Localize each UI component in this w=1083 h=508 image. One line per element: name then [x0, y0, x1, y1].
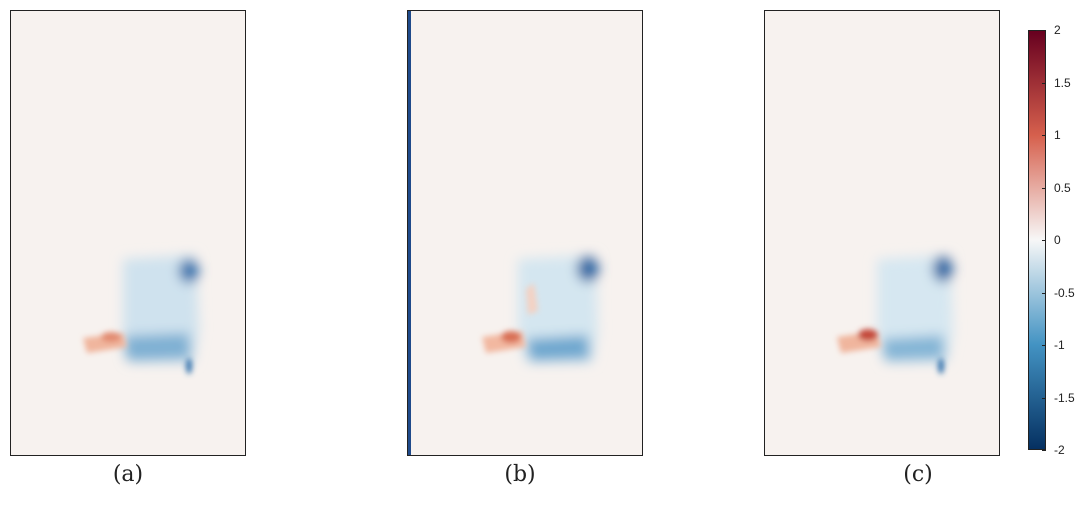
colorbar-tick — [1042, 292, 1046, 294]
background-field — [765, 11, 999, 455]
left-edge-strip — [408, 11, 411, 455]
colorbar-tick-label: -0.5 — [1054, 285, 1075, 300]
upper-right-blob — [179, 259, 199, 283]
colorbar-tick-label: 0 — [1054, 233, 1061, 247]
colorbar-tick — [1042, 397, 1046, 399]
colorbar-tick — [1042, 135, 1046, 136]
colorbar-tick — [1042, 450, 1046, 451]
upper-right-blob — [577, 256, 599, 282]
heatmap-panel-a — [10, 10, 246, 456]
upper-right-blob — [933, 256, 953, 282]
colorbar-tick-label: -1 — [1054, 338, 1065, 352]
colorbar-tick — [1042, 82, 1046, 84]
lower-blue-band — [526, 335, 590, 361]
colorbar-tick-label: 1.5 — [1054, 75, 1071, 90]
colorbar-tick — [1042, 30, 1046, 31]
heatmap-b-svg — [408, 11, 642, 455]
red-core — [858, 329, 878, 341]
background-field — [408, 11, 642, 455]
heatmap-a-svg — [11, 11, 245, 455]
colorbar-tick — [1042, 240, 1046, 241]
lower-blue-band — [123, 333, 191, 361]
colorbar-tick — [1042, 187, 1046, 189]
heatmap-panel-c — [764, 10, 1000, 456]
colorbar-tick-label: -1.5 — [1054, 390, 1075, 405]
colorbar-tick-label: 0.5 — [1054, 180, 1071, 195]
colorbar-tick-label: -2 — [1054, 443, 1065, 457]
background-field — [11, 11, 245, 455]
colorbar-tick — [1042, 345, 1046, 346]
heatmap-panel-b — [407, 10, 643, 456]
red-core — [101, 332, 121, 342]
colorbar-tick-label: 2 — [1054, 23, 1061, 37]
heatmap-c-svg — [765, 11, 999, 455]
right-edge-drip — [186, 358, 192, 374]
lower-blue-band — [881, 335, 945, 361]
mid-red-streak — [526, 283, 538, 315]
colorbar — [1028, 30, 1046, 451]
caption-b: (b) — [504, 462, 536, 487]
caption-c: (c) — [903, 462, 933, 487]
right-edge-drip — [938, 358, 944, 374]
colorbar-tick-label: 1 — [1054, 128, 1061, 142]
caption-a: (a) — [112, 462, 144, 487]
red-core — [501, 331, 521, 343]
